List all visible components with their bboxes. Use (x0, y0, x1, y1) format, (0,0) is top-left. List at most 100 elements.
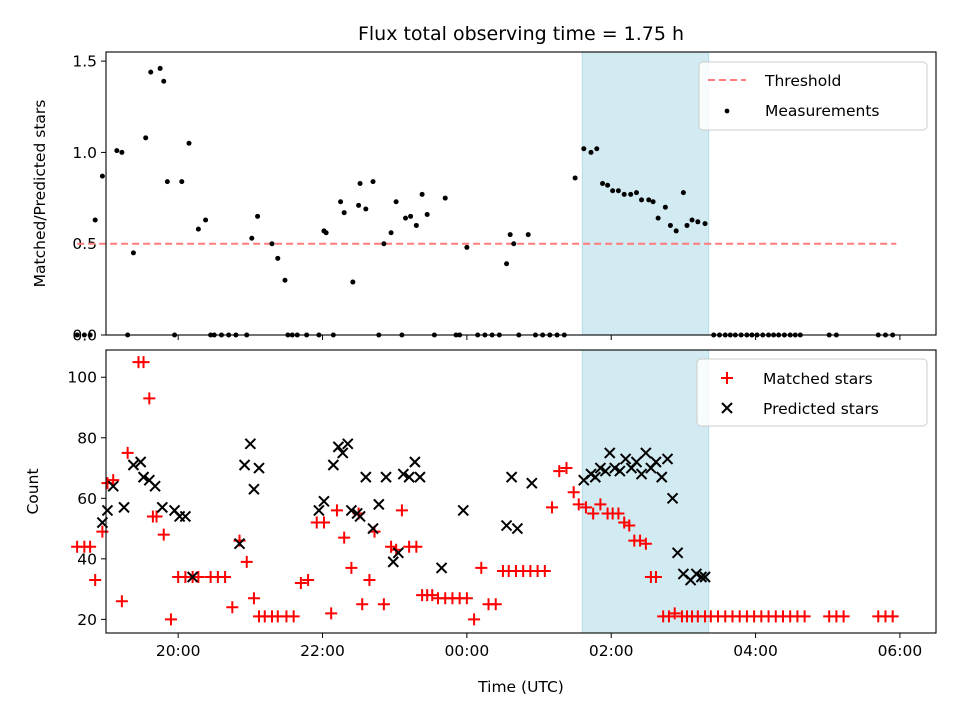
measurement-point (350, 279, 356, 285)
predicted-star-point (640, 447, 652, 459)
legend-predicted-swatch (721, 402, 733, 414)
x-tick-label: 06:00 (878, 642, 923, 660)
measurement-point (249, 235, 255, 241)
matched-star-point (410, 540, 423, 553)
matched-star-point (468, 613, 481, 626)
measurement-point (143, 135, 149, 141)
panel-count-legend: Matched stars Predicted stars (696, 358, 928, 427)
predicted-star-point (635, 468, 648, 480)
measurement-point (403, 215, 409, 221)
predicted-star-point (387, 556, 399, 568)
measurement-point (179, 179, 185, 185)
predicted-star-point (244, 438, 257, 450)
predicted-star-point (233, 538, 246, 550)
matched-star-point (330, 504, 343, 517)
x-tick-label: 22:00 (300, 642, 345, 660)
predicted-star-point (403, 471, 415, 483)
predicted-star-point (505, 471, 518, 483)
predicted-star-point (360, 471, 372, 483)
matched-star-point (377, 598, 390, 611)
measurement-point (130, 250, 136, 256)
matched-star-point (325, 607, 338, 620)
measurement-point (628, 191, 634, 197)
matched-star-point (157, 528, 170, 541)
matched-star-point (395, 504, 408, 517)
measurement-point (621, 191, 627, 197)
measurement-point (92, 217, 98, 223)
measurement-point (419, 191, 425, 197)
panel-ratio-ylabel: Matched/Predicted stars (31, 100, 49, 288)
measurement-point (680, 190, 686, 196)
measurement-point (381, 241, 387, 247)
measurement-point (695, 219, 701, 225)
x-tick-label: 00:00 (445, 642, 490, 660)
matched-star-point (164, 613, 177, 626)
matched-star-point (560, 462, 573, 475)
predicted-star-point (367, 522, 379, 535)
predicted-star-point (118, 501, 130, 514)
predicted-star-point (619, 453, 632, 465)
count-points (71, 356, 899, 626)
y-tick-label: 60 (77, 490, 97, 508)
predicted-star-point (332, 441, 345, 453)
measurement-point (341, 210, 347, 216)
measurement-point (667, 222, 673, 228)
matched-star-point (219, 571, 232, 584)
predicted-star-point (666, 492, 679, 505)
measurement-point (511, 241, 517, 247)
measurement-point (702, 221, 708, 227)
measurement-point (673, 228, 679, 234)
predicted-star-point (500, 519, 513, 532)
matched-star-point (538, 564, 551, 577)
matched-star-point (192, 571, 205, 584)
x-tick-label: 02:00 (589, 642, 634, 660)
predicted-star-point (599, 465, 612, 477)
measurement-point (323, 230, 329, 236)
measurement-point (650, 199, 656, 205)
measurement-point (148, 69, 154, 75)
legend-box (696, 358, 928, 427)
measurement-point (646, 197, 652, 203)
measurement-points (74, 65, 896, 338)
matched-star-point (567, 486, 580, 499)
matched-star-point (579, 501, 592, 514)
matched-star-point (143, 392, 156, 405)
measurement-point (157, 65, 163, 71)
panel-count-ylabel: Count (24, 468, 42, 514)
matched-star-point (587, 507, 600, 520)
measurement-point (114, 148, 120, 154)
measurement-point (424, 211, 430, 217)
measurement-point (610, 188, 616, 194)
measurement-point (464, 244, 470, 250)
matched-star-point (356, 598, 369, 611)
panel-ratio-legend: Threshold Measurements (698, 61, 928, 131)
measurement-point (684, 222, 690, 228)
panel-count-span (581, 349, 710, 634)
matched-star-point (240, 555, 253, 568)
legend-box (698, 61, 928, 131)
predicted-star-point (107, 480, 119, 492)
measurement-point (357, 180, 363, 186)
measurement-point (363, 206, 369, 212)
predicted-star-point (656, 471, 668, 483)
measurement-point (689, 217, 695, 223)
y-tick-label: 80 (77, 429, 97, 447)
measurement-point (572, 175, 578, 181)
legend-threshold-label: Threshold (764, 72, 841, 90)
predicted-star-point (511, 522, 524, 535)
predicted-star-point (313, 504, 325, 517)
measurement-point (99, 173, 105, 179)
measurement-point (581, 146, 587, 152)
measurement-point (203, 217, 209, 223)
matched-star-point (460, 592, 473, 605)
measurement-point (507, 232, 513, 238)
predicted-star-point (650, 456, 662, 468)
predicted-star-point (238, 459, 251, 471)
panel-ratio-frame (105, 51, 937, 336)
measurement-point (164, 179, 170, 185)
matched-star-point (84, 540, 97, 553)
predicted-star-point (409, 456, 421, 468)
matched-star-point (287, 610, 300, 623)
matched-star-point (649, 571, 662, 584)
measurement-point (186, 140, 192, 146)
